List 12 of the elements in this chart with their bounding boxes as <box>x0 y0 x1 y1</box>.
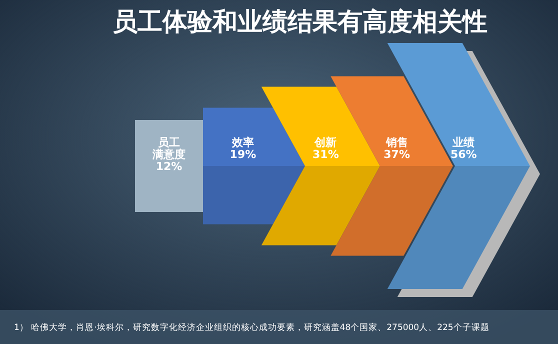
text: 1） 哈佛大学，肖恩·埃科尔，研究数字化经济企业组织的核心成功要素，研究涵盖48个国家、275000人、225个子课题 <box>14 322 490 333</box>
category-label: 创新 <box>314 136 337 149</box>
data-label: 12% <box>156 160 182 173</box>
text: 员工体验和业绩结果有高度相关性 <box>112 7 488 36</box>
data-label: 31% <box>312 148 339 161</box>
category-label: 效率 <box>230 136 254 149</box>
data-label: 37% <box>384 148 410 161</box>
category-label: 员工满意度 <box>152 136 186 161</box>
data-label: 19% <box>230 148 256 161</box>
category-label: 销售 <box>384 136 408 149</box>
data-label: 56% <box>450 148 477 161</box>
category-label: 业绩 <box>452 136 475 149</box>
